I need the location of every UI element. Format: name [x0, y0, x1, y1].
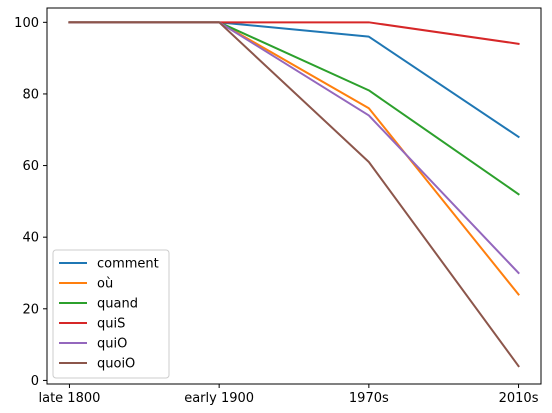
x-tick-label: late 1800	[39, 391, 101, 406]
y-tick-label: 40	[22, 231, 39, 246]
x-tick-label: early 1900	[184, 391, 254, 406]
y-tick-label: 20	[22, 302, 39, 317]
axes-layer: late 1800 early 1900 1970s 2010s 0 20 40 60 80 10…	[14, 7, 542, 406]
legend-label: quiS	[97, 317, 125, 332]
axes-frame	[46, 7, 542, 385]
y-tick-label: 100	[14, 16, 39, 31]
series-layer	[68, 21, 520, 368]
legend-label: quiO	[97, 337, 127, 352]
y-tick-label: 60	[22, 159, 39, 174]
legend-label: où	[97, 277, 113, 292]
legend-label: quand	[97, 297, 138, 312]
y-tick-label: 80	[22, 87, 39, 102]
legend-label: quoiO	[97, 357, 135, 372]
legend-label: comment	[97, 257, 159, 272]
series-line-5	[68, 21, 520, 368]
legend: comment où quand quiS quiO quoiO	[52, 249, 170, 379]
x-tick-label: 2010s	[499, 391, 539, 406]
x-tick-label: 1970s	[349, 391, 389, 406]
y-tick-label: 0	[31, 374, 39, 389]
